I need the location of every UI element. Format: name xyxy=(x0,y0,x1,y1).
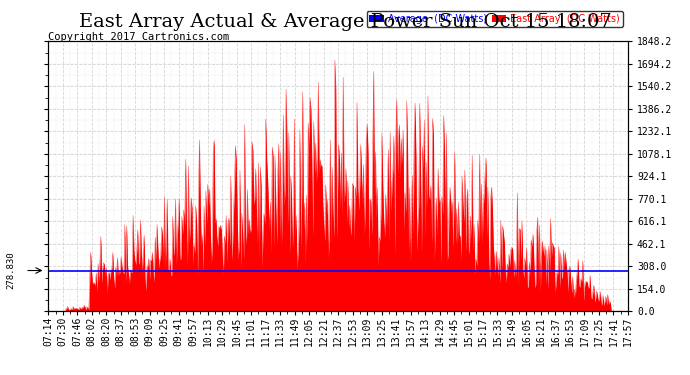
Text: 278.830: 278.830 xyxy=(6,252,15,290)
Legend: Average  (DC Watts), East Array  (DC Watts): Average (DC Watts), East Array (DC Watts… xyxy=(366,11,623,27)
Text: Copyright 2017 Cartronics.com: Copyright 2017 Cartronics.com xyxy=(48,32,230,42)
Text: East Array Actual & Average Power Sun Oct 15 18:07: East Array Actual & Average Power Sun Oc… xyxy=(79,13,611,31)
